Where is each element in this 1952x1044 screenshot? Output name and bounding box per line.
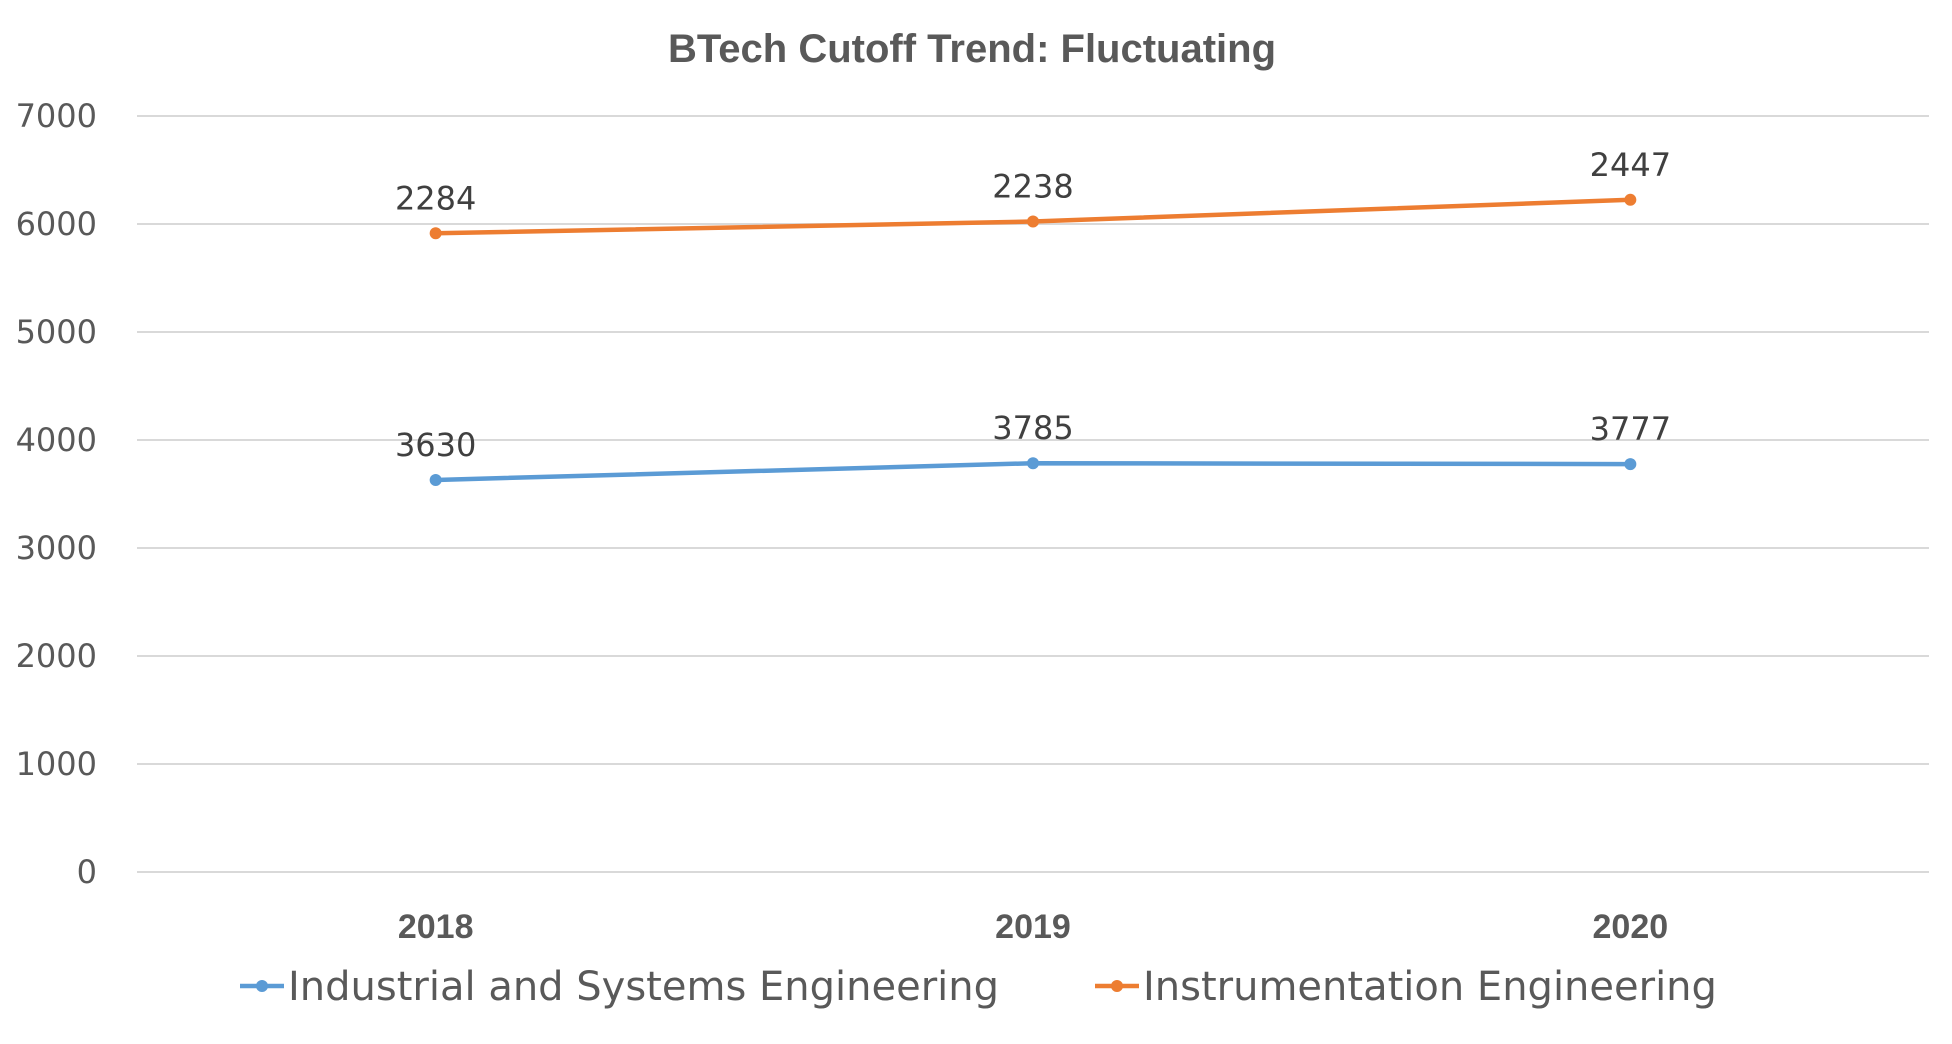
chart-title: BTech Cutoff Trend: Fluctuating <box>668 27 1276 71</box>
data-label: 2284 <box>395 179 476 217</box>
data-label: 3785 <box>992 409 1073 447</box>
x-tick-label: 2019 <box>995 908 1071 946</box>
series-1 <box>429 193 1637 240</box>
x-tick-label: 2018 <box>398 908 474 946</box>
y-tick-label: 7000 <box>16 97 97 135</box>
data-point <box>429 473 442 486</box>
legend-label: Instrumentation Engineering <box>1143 964 1717 1010</box>
x-tick-label: 2020 <box>1593 908 1669 946</box>
legend: Industrial and Systems Engineering Instru… <box>240 964 1717 1010</box>
legend-point-marker <box>1111 980 1123 992</box>
data-label: 2238 <box>992 168 1073 206</box>
data-point <box>429 227 442 240</box>
legend-point-marker <box>256 980 268 992</box>
data-point <box>1027 457 1039 470</box>
data-label: 3777 <box>1590 410 1671 448</box>
x-axis-ticks: 2018 2019 2020 <box>398 908 1668 946</box>
y-tick-label: 5000 <box>16 313 97 351</box>
data-label: 2447 <box>1590 146 1671 184</box>
legend-item: Industrial and Systems Engineering <box>240 964 999 1010</box>
data-labels: 3630 3785 3777 2284 2238 2447 <box>395 146 1671 464</box>
data-point <box>1624 193 1637 206</box>
y-axis-ticks: 0 1000 2000 3000 4000 5000 6000 7000 <box>16 97 97 891</box>
data-point <box>1624 458 1637 471</box>
series-0 <box>429 457 1637 486</box>
y-tick-label: 1000 <box>16 745 97 783</box>
y-tick-label: 4000 <box>16 421 97 459</box>
y-tick-label: 6000 <box>16 205 97 243</box>
y-tick-label: 2000 <box>16 637 97 675</box>
y-tick-label: 3000 <box>16 529 97 567</box>
data-point <box>1027 215 1039 228</box>
gridlines <box>137 115 1929 873</box>
series-lines <box>429 193 1637 486</box>
data-label: 3630 <box>395 426 476 464</box>
legend-item: Instrumentation Engineering <box>1095 964 1717 1010</box>
y-tick-label: 0 <box>77 853 97 891</box>
legend-label: Industrial and Systems Engineering <box>288 964 999 1010</box>
